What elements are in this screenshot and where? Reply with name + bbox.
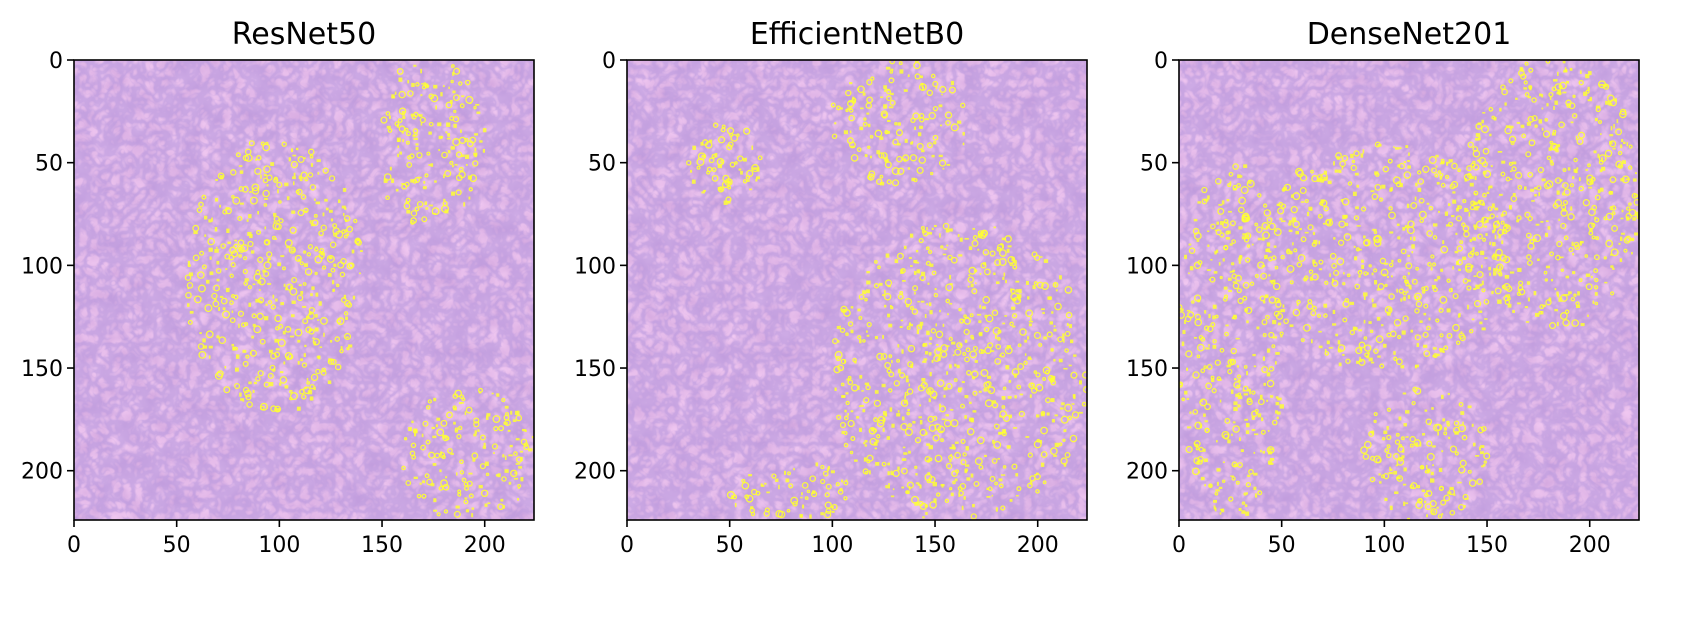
panel-2: DenseNet201 0 50 100 150 200 0 50 100 150 200 (1126, 17, 1640, 558)
axes-frame (1178, 59, 1640, 521)
axes-frame (73, 59, 535, 521)
x-tick-label: 50 (1268, 533, 1296, 558)
x-tick-label: 150 (361, 533, 403, 558)
tissue-image (1179, 60, 1639, 520)
panel-title: EfficientNetB0 (750, 17, 964, 52)
y-tick-label: 200 (21, 460, 63, 485)
panel-0: ResNet50 0 50 100 150 200 0 50 100 150 200 (21, 17, 535, 558)
x-tick-label: 0 (1172, 533, 1186, 558)
saliency-overlay (686, 60, 1087, 520)
y-tick-label: 200 (1126, 460, 1168, 485)
x-tick-label: 150 (914, 533, 956, 558)
y-tick-label: 100 (574, 254, 616, 279)
x-tick-label: 100 (1363, 533, 1405, 558)
x-tick-label: 200 (1017, 533, 1059, 558)
x-tick-label: 0 (67, 533, 81, 558)
y-tick-label: 0 (1154, 49, 1168, 74)
panel-title: DenseNet201 (1307, 17, 1512, 52)
x-tick-label: 100 (811, 533, 853, 558)
x-tick-label: 150 (1466, 533, 1508, 558)
x-tick-label: 200 (464, 533, 506, 558)
y-tick-label: 100 (21, 254, 63, 279)
y-tick-label: 0 (602, 49, 616, 74)
tissue-image (74, 60, 534, 520)
x-tick-label: 0 (620, 533, 634, 558)
y-tick-label: 150 (1126, 357, 1168, 382)
y-tick-label: 50 (588, 152, 616, 177)
panel-1: EfficientNetB0 0 50 100 150 200 0 50 100 150 200 (574, 17, 1088, 558)
panel-title: ResNet50 (232, 17, 376, 52)
y-tick-label: 0 (49, 49, 63, 74)
y-tick-label: 200 (574, 460, 616, 485)
y-tick-label: 150 (574, 357, 616, 382)
x-tick-label: 50 (163, 533, 191, 558)
y-tick-label: 100 (1126, 254, 1168, 279)
y-tick-label: 50 (35, 152, 63, 177)
x-tick-label: 50 (716, 533, 744, 558)
axes-frame (626, 59, 1088, 521)
saliency-overlay (184, 64, 534, 518)
saliency-overlay (1179, 60, 1639, 520)
x-tick-label: 100 (258, 533, 300, 558)
y-tick-label: 150 (21, 357, 63, 382)
x-tick-label: 200 (1569, 533, 1611, 558)
y-tick-label: 50 (1140, 152, 1168, 177)
